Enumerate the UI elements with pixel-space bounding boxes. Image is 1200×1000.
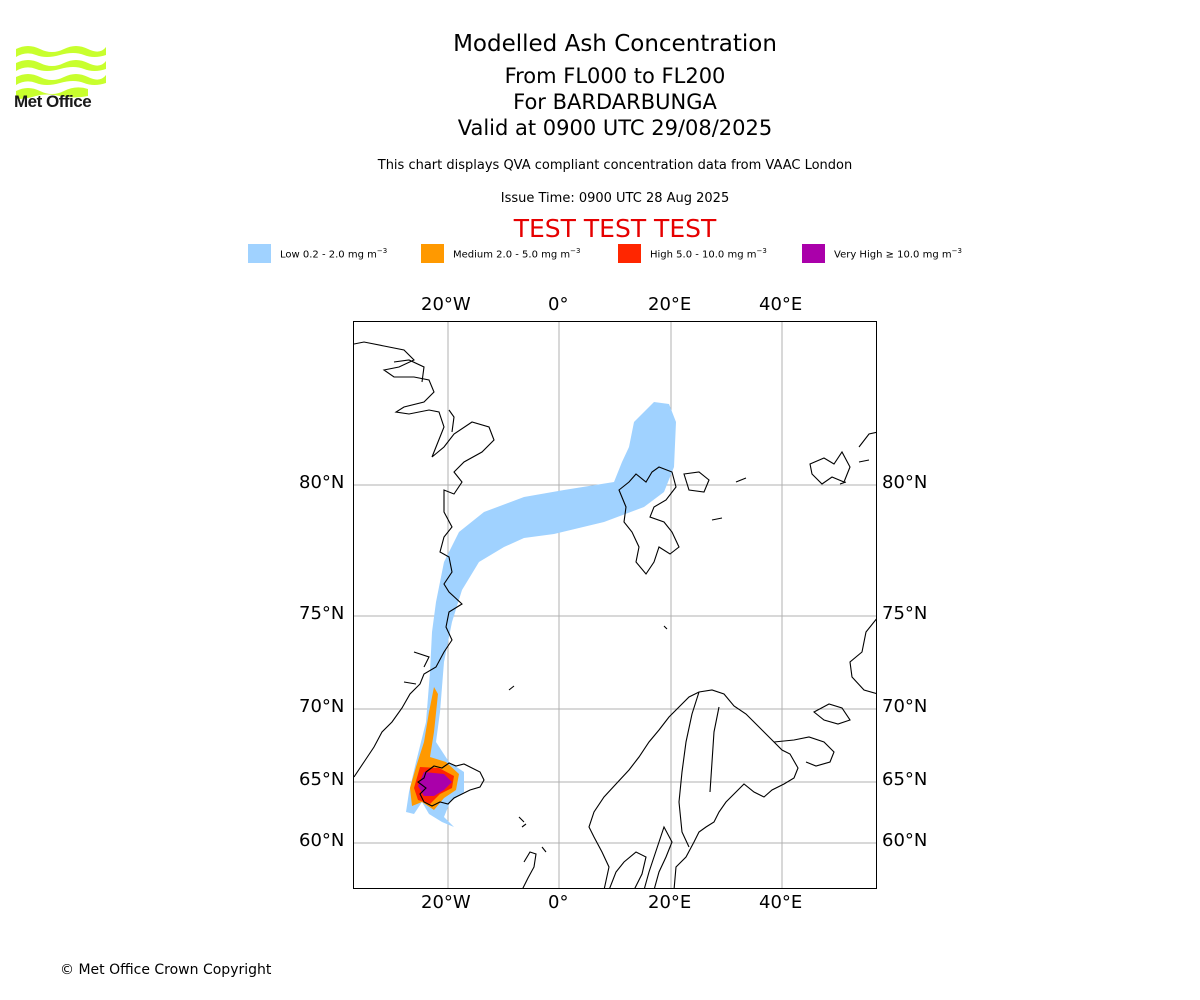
volcano-name: For BARDARBUNGA (513, 90, 717, 114)
legend-swatch-high (618, 244, 641, 263)
lon-tick-top-20e: 20°E (648, 294, 692, 315)
legend-label-very-high: Very High ≥ 10.0 mg m−3 (834, 247, 962, 261)
lon-tick-bottom-40e: 40°E (759, 892, 803, 913)
coastlines (354, 341, 876, 888)
legend-label-high: High 5.0 - 10.0 mg m−3 (650, 247, 767, 261)
map-panel (353, 321, 877, 889)
lat-tick-left-75n: 75°N (299, 603, 345, 624)
lon-tick-top-20w: 20°W (421, 294, 471, 315)
lon-tick-bottom-20w: 20°W (421, 892, 471, 913)
lat-tick-right-65n: 65°N (882, 769, 928, 790)
test-banner: TEST TEST TEST (513, 214, 717, 243)
legend-swatch-very-high (802, 244, 825, 263)
lat-tick-left-80n: 80°N (299, 472, 345, 493)
iceland-coast (417, 762, 485, 807)
lon-tick-bottom-20e: 20°E (648, 892, 692, 913)
flight-level-range: From FL000 to FL200 (504, 64, 726, 88)
logo-text: Met Office (14, 92, 92, 111)
lon-tick-bottom-0: 0° (548, 892, 569, 913)
legend-swatch-medium (421, 244, 444, 263)
met-office-logo-icon (16, 46, 106, 99)
legend-swatch-low (248, 244, 271, 263)
lat-tick-right-60n: 60°N (882, 830, 928, 851)
copyright-notice: © Met Office Crown Copyright (60, 962, 272, 978)
lat-tick-right-75n: 75°N (882, 603, 928, 624)
lon-tick-top-0: 0° (548, 294, 569, 315)
legend: Low 0.2 - 2.0 mg m−3 Medium 2.0 - 5.0 mg… (0, 244, 1200, 264)
lat-tick-right-80n: 80°N (882, 472, 928, 493)
scandinavia-coast (588, 689, 799, 888)
ash-plume-very-high (418, 772, 452, 796)
lon-tick-top-40e: 40°E (759, 294, 803, 315)
svalbard-coast (618, 466, 680, 575)
ash-plume-low (406, 402, 676, 827)
lat-tick-left-65n: 65°N (299, 769, 345, 790)
lat-tick-left-70n: 70°N (299, 696, 345, 717)
issue-time: Issue Time: 0900 UTC 28 Aug 2025 (500, 191, 730, 206)
lat-tick-left-60n: 60°N (299, 830, 345, 851)
chart-description: This chart displays QVA compliant concen… (377, 158, 853, 173)
valid-time: Valid at 0900 UTC 29/08/2025 (457, 116, 773, 140)
ash-map (354, 322, 876, 888)
lat-tick-right-70n: 70°N (882, 696, 928, 717)
legend-label-medium: Medium 2.0 - 5.0 mg m−3 (453, 247, 581, 261)
chart-title: Modelled Ash Concentration (453, 31, 777, 57)
legend-label-low: Low 0.2 - 2.0 mg m−3 (280, 247, 388, 261)
